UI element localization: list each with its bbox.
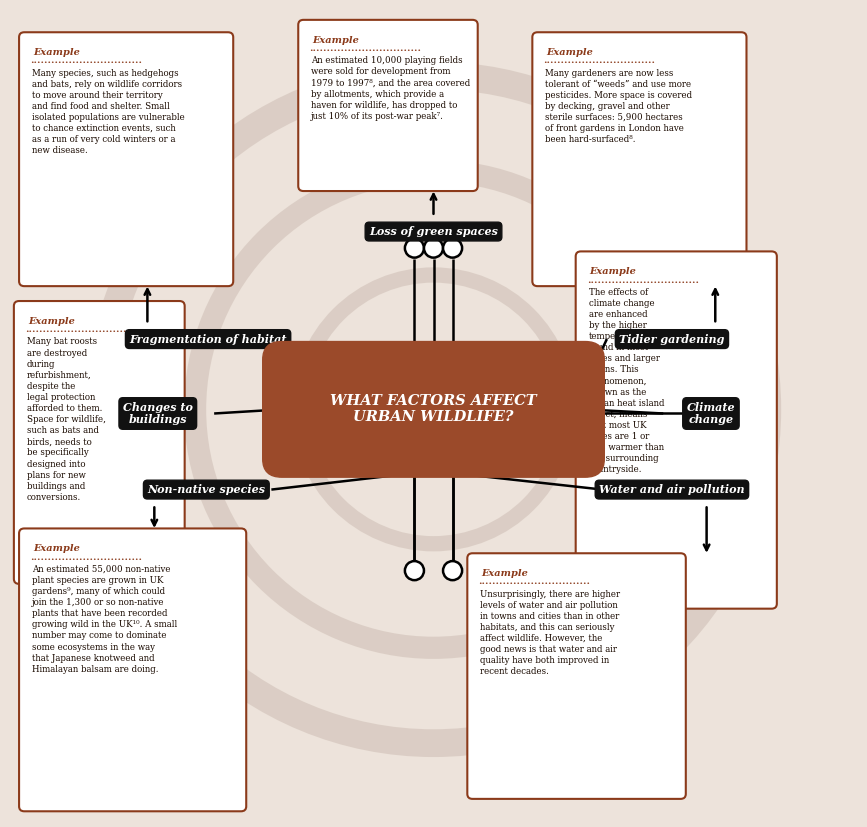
FancyBboxPatch shape — [263, 342, 604, 477]
Text: Fragmentation of habitat: Fragmentation of habitat — [129, 333, 287, 345]
Text: WHAT FACTORS AFFECT
URBAN WILDLIFE?: WHAT FACTORS AFFECT URBAN WILDLIFE? — [330, 394, 537, 424]
FancyBboxPatch shape — [14, 301, 185, 584]
Text: Example: Example — [312, 36, 359, 45]
Text: ••••••••••••••••••••••••••••••••: •••••••••••••••••••••••••••••••• — [30, 557, 142, 562]
Text: Unsurprisingly, there are higher
levels of water and air pollution
in towns and : Unsurprisingly, there are higher levels … — [480, 590, 621, 676]
Text: Example: Example — [590, 267, 636, 276]
Text: An estimated 55,000 non-native
plant species are grown in UK
gardens⁹, many of w: An estimated 55,000 non-native plant spe… — [32, 565, 178, 674]
FancyBboxPatch shape — [19, 32, 233, 286]
Ellipse shape — [443, 238, 462, 258]
Text: Example: Example — [28, 317, 75, 326]
Ellipse shape — [405, 238, 424, 258]
Ellipse shape — [424, 238, 443, 258]
Text: Many species, such as hedgehogs
and bats, rely on wildlife corridors
to move aro: Many species, such as hedgehogs and bats… — [32, 69, 185, 155]
Ellipse shape — [443, 561, 462, 581]
FancyBboxPatch shape — [532, 32, 746, 286]
Text: Changes to
buildings: Changes to buildings — [123, 402, 192, 425]
Text: Example: Example — [481, 569, 528, 578]
Text: ••••••••••••••••••••••••••••••••: •••••••••••••••••••••••••••••••• — [25, 329, 137, 334]
Ellipse shape — [147, 405, 165, 422]
FancyBboxPatch shape — [19, 528, 246, 811]
Text: Many bat roosts
are destroyed
during
refurbishment,
despite the
legal protection: Many bat roosts are destroyed during ref… — [27, 337, 106, 502]
FancyBboxPatch shape — [467, 553, 686, 799]
Text: An estimated 10,000 playing fields
were sold for development from
1979 to 1997⁸,: An estimated 10,000 playing fields were … — [311, 56, 471, 121]
Text: Example: Example — [33, 544, 80, 553]
Ellipse shape — [405, 561, 424, 581]
Text: Tidier gardening: Tidier gardening — [619, 333, 725, 345]
FancyBboxPatch shape — [298, 20, 478, 191]
Text: ••••••••••••••••••••••••••••••••: •••••••••••••••••••••••••••••••• — [479, 581, 590, 586]
Text: Example: Example — [546, 48, 593, 57]
Text: ••••••••••••••••••••••••••••••••: •••••••••••••••••••••••••••••••• — [310, 48, 421, 53]
Text: Non-native species: Non-native species — [147, 484, 265, 495]
Text: ••••••••••••••••••••••••••••••••: •••••••••••••••••••••••••••••••• — [30, 60, 142, 65]
Text: Water and air pollution: Water and air pollution — [599, 484, 745, 495]
Text: Climate
change: Climate change — [687, 402, 735, 425]
Text: The effects of
climate change
are enhanced
by the higher
temperatures
found in m: The effects of climate change are enhanc… — [589, 288, 664, 475]
Text: ••••••••••••••••••••••••••••••••: •••••••••••••••••••••••••••••••• — [544, 60, 655, 65]
Text: ••••••••••••••••••••••••••••••••: •••••••••••••••••••••••••••••••• — [587, 280, 699, 284]
Text: Loss of green spaces: Loss of green spaces — [369, 226, 498, 237]
Text: Many gardeners are now less
tolerant of “weeds” and use more
pesticides. More sp: Many gardeners are now less tolerant of … — [545, 69, 693, 144]
Ellipse shape — [704, 405, 721, 422]
Text: Example: Example — [33, 48, 80, 57]
FancyBboxPatch shape — [576, 251, 777, 609]
